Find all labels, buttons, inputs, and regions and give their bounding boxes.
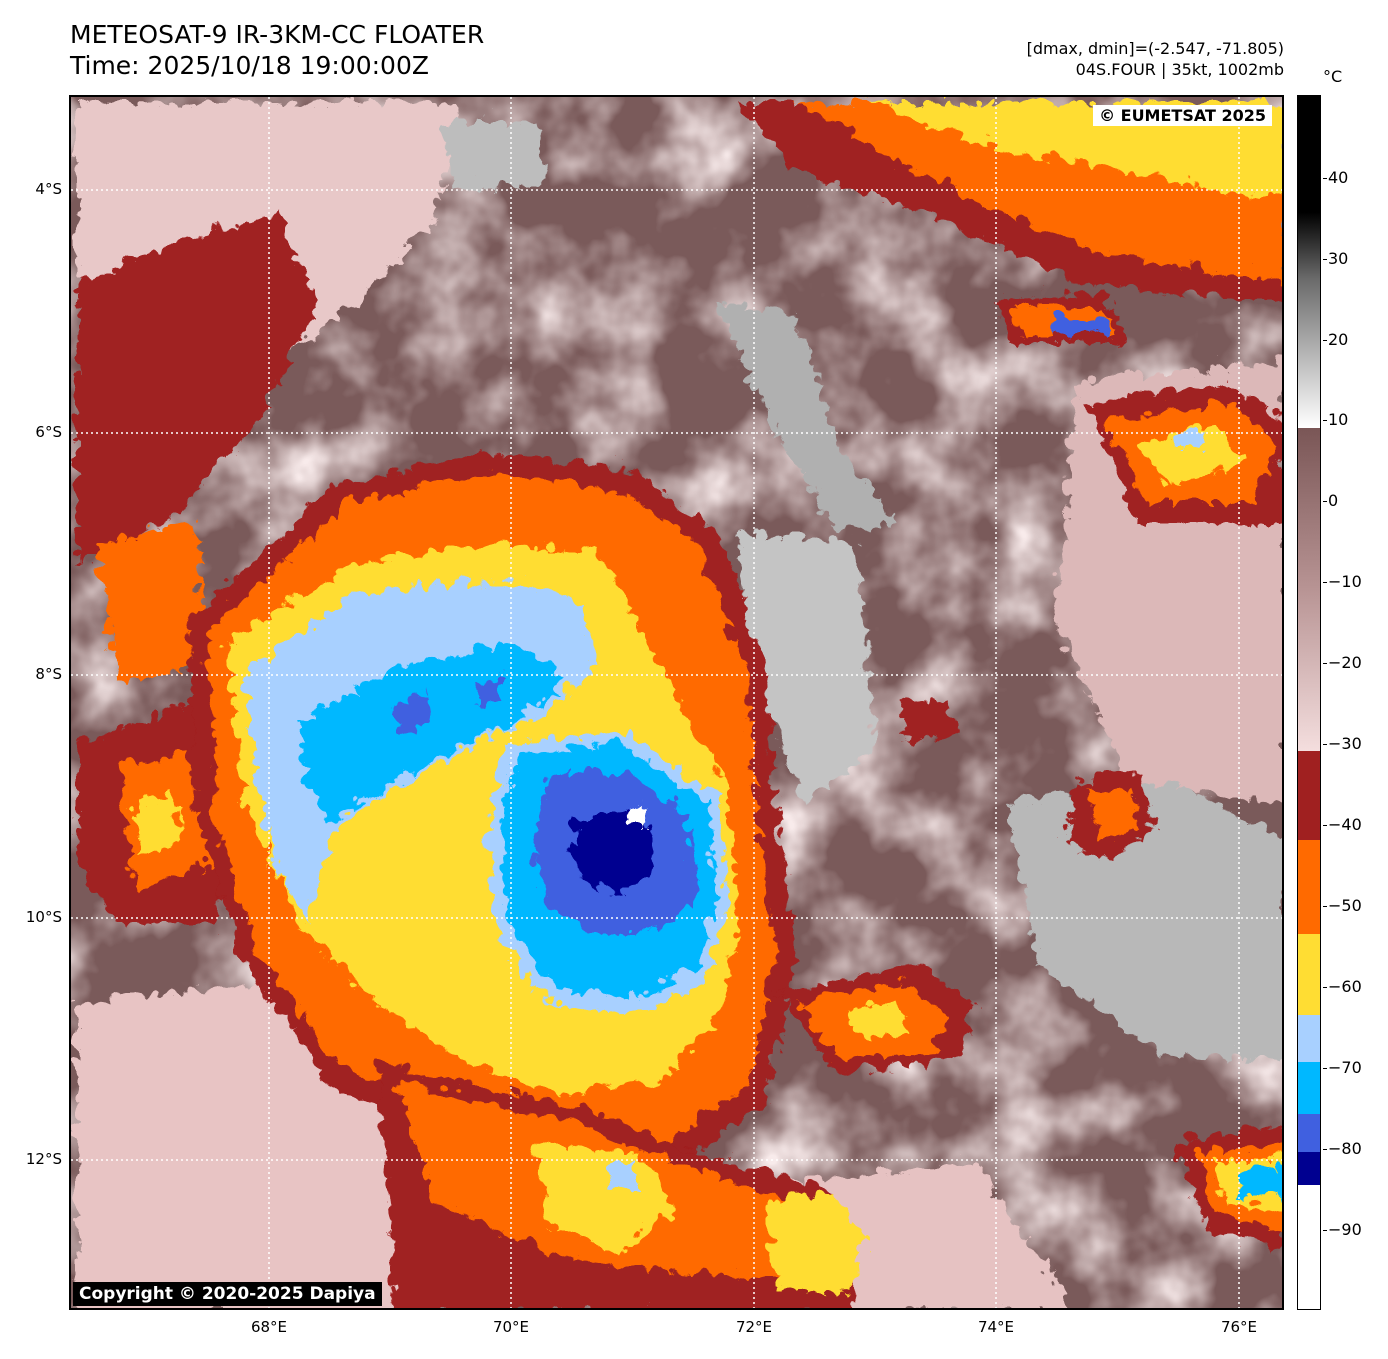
lon-label-70e: 70°E [492,1318,530,1336]
south-yellow-blob [761,1187,861,1287]
gray-region-lines [711,297,891,527]
gray-region-north [431,117,541,187]
colorbar-darkred-section [1298,751,1320,840]
lon-label-76e: 76°E [1220,1318,1258,1336]
ne-cell-blue [1046,312,1101,329]
colorbar-white-section [1298,1185,1320,1309]
south-lightblue-cell [601,1157,631,1182]
storm-blue-west [391,672,501,727]
satellite-map: © EUMETSAT 2025 Copyright © 2020-2025 Da… [69,95,1284,1310]
lon-label-68e: 68°E [250,1318,288,1336]
gray-region-southeast [1001,777,1282,1057]
colorbar-tick-m10 [1323,582,1327,583]
colorbar-gradient [1298,96,1320,1309]
colorbar-label-m40: −40 [1328,815,1362,834]
east-cell-lightblue [1171,427,1201,442]
chart-title: METEOSAT-9 IR-3KM-CC FLOATER [70,20,485,49]
info-block: [dmax, dmin]=(-2.547, -71.805) 04S.FOUR … [1027,38,1284,80]
colorbar-tick-m40 [1323,825,1327,826]
colorbar-label-m90: −90 [1328,1220,1362,1239]
eumetsat-credit: © EUMETSAT 2025 [1093,105,1272,126]
infrared-imagery [71,97,1282,1308]
colorbar-yellow-section [1298,934,1320,1015]
colorbar-label-m20: −20 [1328,653,1362,672]
colorbar-label-10: 10 [1328,410,1349,429]
lon-label-72e: 72°E [735,1318,773,1336]
timestamp: Time: 2025/10/18 19:00:00Z [70,51,429,80]
lat-label-6s: 6°S [35,423,62,441]
lon-label-74e: 74°E [977,1318,1015,1336]
gray-region-center [731,527,871,797]
core-white [624,799,639,819]
west-red-strip [71,207,311,557]
colorbar-label-m50: −50 [1328,896,1362,915]
lat-label-4s: 4°S [35,180,62,198]
colorbar-lightblue-section [1298,1015,1320,1062]
colorbar-tick-20 [1323,340,1327,341]
storm-info: 04S.FOUR | 35kt, 1002mb [1075,60,1284,79]
colorbar-unit: °C [1323,67,1343,86]
colorbar-tick-m50 [1323,906,1327,907]
colorbar-tick-m70 [1323,1068,1327,1069]
mid-south-yellow [841,992,901,1032]
colorbar-orange-section [1298,840,1320,934]
graticule [71,97,1282,1308]
east-cell-yellow [1131,417,1241,477]
colorbar-label-m70: −70 [1328,1058,1362,1077]
south-yellow-cell [531,1137,671,1247]
lat-label-8s: 8°S [35,665,62,683]
colorbar-tick-m80 [1323,1149,1327,1150]
colorbar-cyan-section [1298,1062,1320,1114]
range-readout: [dmax, dmin]=(-2.547, -71.805) [1026,39,1284,58]
lat-label-12s: 12°S [25,1150,62,1168]
colorbar-label-m10: −10 [1328,572,1362,591]
east-small-orange [1081,782,1136,837]
se-corner-cyan [1231,1162,1282,1192]
central-red-cell [891,692,951,737]
colorbar-tick-30 [1323,259,1327,260]
colorbar-label-m80: −80 [1328,1139,1362,1158]
colorbar-label-m60: −60 [1328,977,1362,996]
colorbar-label-0: 0 [1328,491,1339,510]
colorbar-navy-section [1298,1152,1320,1185]
colorbar-brown-section [1298,428,1320,751]
colorbar-tick-10 [1323,420,1327,421]
colorbar-tick-m30 [1323,744,1327,745]
colorbar-label-40: 40 [1328,168,1349,187]
colorbar-label-30: 30 [1328,249,1349,268]
colorbar-tick-m60 [1323,987,1327,988]
colorbar [1297,95,1321,1310]
colorbar-tick-40 [1323,178,1327,179]
lat-label-10s: 10°S [25,908,62,926]
colorbar-gray-section [1298,96,1320,428]
colorbar-tick-0 [1323,501,1327,502]
core-navy [566,802,651,887]
southwest-yellow [131,787,176,847]
west-orange-strip [91,517,201,677]
colorbar-label-20: 20 [1328,330,1349,349]
colorbar-label-m30: −30 [1328,734,1362,753]
cloud-shapes [71,97,1282,1308]
colorbar-blue-section [1298,1114,1320,1152]
dapiya-credit: Copyright © 2020-2025 Dapiya [73,1282,382,1306]
colorbar-tick-m20 [1323,663,1327,664]
colorbar-tick-m90 [1323,1230,1327,1231]
